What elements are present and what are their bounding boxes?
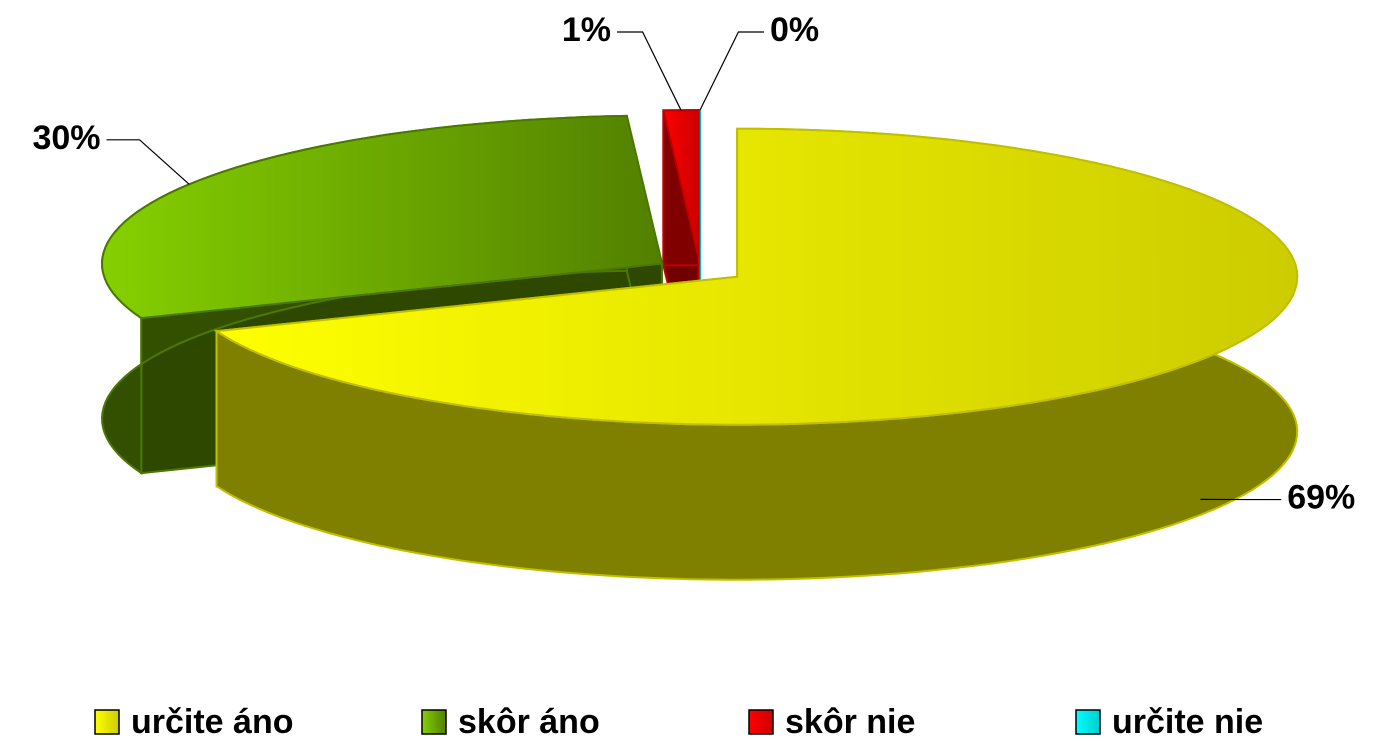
legend-swatch — [94, 709, 120, 735]
leader-line — [106, 139, 190, 185]
slice-top — [662, 109, 700, 259]
data-label: 0% — [770, 11, 819, 49]
legend-label: skôr nie — [785, 703, 915, 741]
legend-label: skôr áno — [458, 703, 600, 741]
data-label: 69% — [1287, 479, 1355, 517]
data-label: 1% — [562, 11, 611, 49]
legend-label: určite nie — [1112, 703, 1263, 741]
slice-top — [213, 127, 1299, 426]
legend-swatch — [1075, 709, 1101, 735]
legend-label: určite áno — [131, 703, 293, 741]
data-label: 30% — [32, 119, 100, 157]
leader-line — [699, 31, 764, 111]
leader-line — [616, 31, 682, 111]
legend-swatch — [748, 709, 774, 735]
legend-swatch — [421, 709, 447, 735]
